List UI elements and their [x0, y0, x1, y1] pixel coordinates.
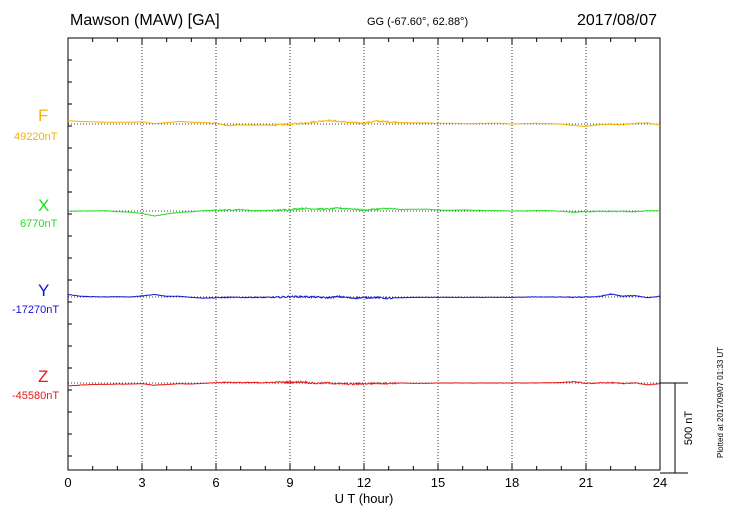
x-tick-label: 9 — [286, 475, 293, 490]
x-tick-label: 15 — [431, 475, 445, 490]
x-tick-label: 21 — [579, 475, 593, 490]
x-axis-title: U T (hour) — [335, 491, 394, 506]
geographic-coordinates: GG (-67.60°, 62.88°) — [367, 16, 469, 28]
scale-bar-label: 500 nT — [683, 411, 695, 446]
label-f-component: F — [38, 106, 49, 125]
plotted-timestamp: Plotted at 2017/09/07 01:33 UT — [716, 346, 725, 458]
baseline-y: -17270nT — [12, 304, 60, 316]
x-tick-label: 0 — [64, 475, 71, 490]
label-f-baseline: 49220nT — [14, 131, 57, 143]
label-x-baseline: 6770nT — [20, 218, 57, 230]
baseline-z: -45580nT — [12, 390, 60, 402]
label-z-baseline: -45580nT — [12, 390, 59, 402]
series-line-z — [67, 380, 660, 387]
date-label: 2017/08/07 — [577, 12, 658, 29]
label-y-component: Y — [38, 281, 50, 300]
series-line-x — [67, 206, 661, 217]
label-y: Y — [38, 281, 49, 301]
label-x: X — [38, 196, 49, 216]
x-tick-label: 12 — [357, 475, 371, 490]
x-tick-label: 6 — [212, 475, 219, 490]
series-line-f — [67, 118, 660, 127]
label-x-component: X — [38, 196, 50, 215]
x-tick-label: 18 — [505, 475, 519, 490]
baseline-x: 6770nT — [20, 218, 58, 230]
label-y-baseline: -17270nT — [12, 304, 59, 316]
station-title: Mawson (MAW) [GA] — [70, 12, 220, 29]
label-f: F — [36, 106, 48, 126]
baseline-f: 49220nT — [14, 131, 58, 143]
x-tick-label: 24 — [653, 475, 667, 490]
x-tick-label: 3 — [138, 475, 145, 490]
label-z-component: Z — [38, 367, 49, 386]
series-line-y — [67, 293, 661, 300]
label-z: Z — [38, 367, 48, 387]
